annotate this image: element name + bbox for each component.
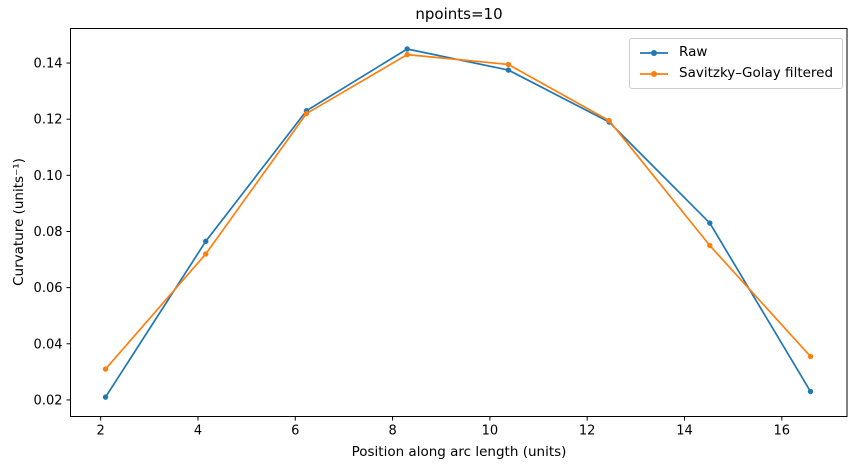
x-tick-label: 10 <box>482 424 499 439</box>
legend-entry-raw: Raw <box>638 43 833 62</box>
data-point-marker <box>404 46 410 52</box>
x-tick-label: 6 <box>291 424 299 439</box>
legend-line-marker-icon <box>640 49 668 56</box>
data-point-marker <box>707 242 713 249</box>
y-tick-label: 0.14 <box>34 57 63 72</box>
chart-title: npoints=10 <box>415 5 503 23</box>
data-point-marker <box>606 117 612 124</box>
x-tick-label: 8 <box>388 424 396 439</box>
legend-entry-filtered: Savitzky–Golay filtered <box>638 64 833 83</box>
y-tick-label: 0.12 <box>34 113 63 128</box>
legend-line-marker-icon <box>640 70 668 77</box>
x-tick-label: 12 <box>579 424 596 439</box>
x-tick-label: 2 <box>97 424 105 439</box>
y-tick-label: 0.06 <box>34 281 63 296</box>
y-tick-label: 0.10 <box>34 169 63 184</box>
data-point-marker <box>303 110 310 117</box>
axes-spines <box>70 28 848 417</box>
x-tick-label: 16 <box>774 424 791 439</box>
y-tick-label: 0.04 <box>34 337 63 352</box>
x-tick-label: 14 <box>676 424 693 439</box>
legend-label-filtered: Savitzky–Golay filtered <box>679 65 834 81</box>
data-point-marker <box>102 366 109 372</box>
data-point-marker <box>203 238 209 245</box>
data-point-marker <box>707 220 713 226</box>
data-point-marker <box>505 61 512 68</box>
y-axis-label: Curvature (units⁻¹) <box>11 158 27 286</box>
y-tick-label: 0.02 <box>34 393 63 408</box>
data-point-marker <box>203 251 209 257</box>
data-point-marker <box>102 394 109 400</box>
series-line-raw <box>104 48 812 398</box>
data-point-marker <box>404 51 410 58</box>
y-tick-label: 0.08 <box>34 225 63 240</box>
data-point-marker <box>807 353 814 360</box>
series-line-filtered <box>104 53 812 370</box>
x-axis-label: Position along arc length (units) <box>351 444 567 460</box>
data-point-marker <box>807 388 814 395</box>
legend: Raw Savitzky–Golay filtered <box>629 38 844 89</box>
x-tick-label: 4 <box>194 424 202 439</box>
legend-label-raw: Raw <box>679 44 708 60</box>
data-point-marker <box>505 67 512 73</box>
